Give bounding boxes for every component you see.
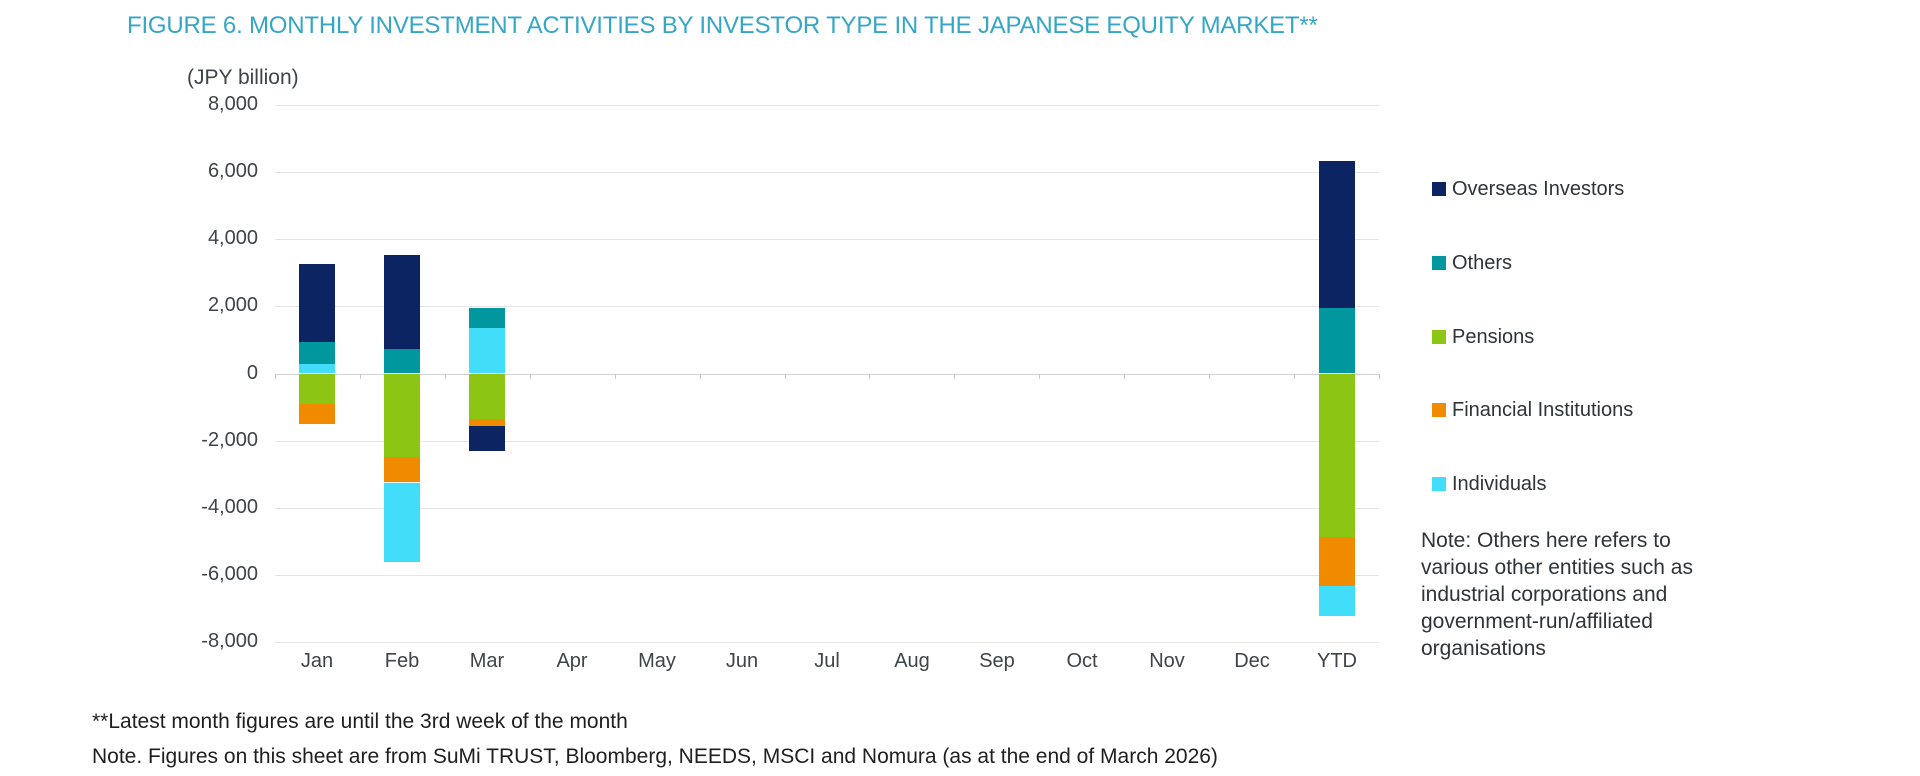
y-tick-label: -8,000 [201,630,258,652]
bar-segment-financial-institutions-jan [299,404,335,424]
x-tick-label: YTD [1317,650,1357,672]
bar-segment-overseas-investors-ytd [1319,161,1355,309]
y-tick-label: 4,000 [207,227,258,249]
note-line: Note: Others here refers to [1421,529,1671,552]
gridline [275,642,1379,643]
gridline [275,306,1379,307]
bar-segment-pensions-feb [384,373,420,457]
category-tick [1209,374,1210,379]
x-tick-label: Oct [1066,650,1098,672]
gridline [275,441,1379,442]
gridline [275,575,1379,576]
category-tick [869,374,870,379]
y-tick-label: -4,000 [201,496,258,518]
note-line: various other entities such as [1421,556,1693,579]
x-tick-label: Feb [384,650,420,672]
bar-segment-individuals-feb [384,482,420,563]
y-tick-label: 2,000 [207,294,258,316]
gridline [275,105,1379,106]
legend-label: Pensions [1452,325,1535,348]
legend-item-pensions: Pensions [1432,326,1534,348]
legend-swatch-pensions [1432,330,1446,344]
legend-swatch-others [1432,256,1446,270]
legend-label: Financial Institutions [1452,398,1634,421]
legend-label: Others [1452,251,1513,274]
category-tick [1039,374,1040,379]
gridline [275,172,1379,173]
y-tick-label: 8,000 [207,93,258,115]
bar-segment-pensions-jan [299,373,335,405]
legend-label: Overseas Investors [1452,177,1625,200]
gridline [275,508,1379,509]
x-tick-label: Jan [300,650,334,672]
category-tick [275,374,276,379]
y-tick-label: -6,000 [201,563,258,585]
category-tick [1379,374,1380,379]
bar-segment-others-feb [384,349,420,374]
x-tick-label: Mar [469,650,505,672]
legend-item-others: Others [1432,252,1512,274]
x-tick-label: Nov [1149,650,1185,672]
note-line: organisations [1421,637,1546,660]
x-tick-label: Dec [1234,650,1270,672]
bar-segment-financial-institutions-mar [469,419,505,426]
x-tick-label: May [638,650,676,672]
bar-segment-others-mar [469,308,505,329]
bar-segment-overseas-investors-mar [469,425,505,452]
legend-item-financial-institutions: Financial Institutions [1432,399,1633,421]
bar-segment-others-jan [299,342,335,365]
category-tick [445,374,446,379]
bar-segment-individuals-mar [469,328,505,374]
note-line: government-run/affiliated [1421,610,1653,633]
category-tick [615,374,616,379]
gridline [275,239,1379,240]
note-line: industrial corporations and [1421,583,1668,606]
category-tick [530,374,531,379]
legend-swatch-financial-institutions [1432,403,1446,417]
bar-segment-overseas-investors-feb [384,255,420,350]
legend-swatch-overseas-investors [1432,182,1446,196]
category-tick [1124,374,1125,379]
bar-segment-others-ytd [1319,308,1355,374]
x-tick-label: Apr [556,650,588,672]
category-tick [785,374,786,379]
y-tick-label: -2,000 [201,429,258,451]
x-tick-label: Sep [979,650,1015,672]
bar-segment-pensions-ytd [1319,373,1355,538]
category-tick [1294,374,1295,379]
category-tick [360,374,361,379]
figure-title: FIGURE 6. MONTHLY INVESTMENT ACTIVITIES … [127,12,1318,39]
bar-segment-financial-institutions-ytd [1319,537,1355,587]
legend-swatch-individuals [1432,477,1446,491]
footnote-sources: Note. Figures on this sheet are from SuM… [92,745,1218,768]
legend-item-individuals: Individuals [1432,473,1547,495]
legend-label: Individuals [1452,472,1547,495]
bar-segment-pensions-mar [469,373,505,420]
bar-segment-individuals-jan [299,364,335,374]
bar-segment-overseas-investors-jan [299,264,335,343]
zero-gridline [275,374,1379,375]
bar-segment-financial-institutions-feb [384,456,420,483]
legend-item-overseas-investors: Overseas Investors [1432,178,1624,200]
y-tick-label: 6,000 [207,160,258,182]
others-definition-note: Note: Others here refers to various other… [1421,527,1693,662]
category-tick [700,374,701,379]
x-tick-label: Jul [814,650,840,672]
x-tick-label: Jun [725,650,759,672]
y-tick-label: 0 [246,362,258,384]
bar-segment-individuals-ytd [1319,586,1355,616]
y-axis-unit-label: (JPY billion) [187,66,299,89]
x-tick-label: Aug [894,650,930,672]
footnote-latest-month: **Latest month figures are until the 3rd… [92,710,628,733]
category-tick [954,374,955,379]
